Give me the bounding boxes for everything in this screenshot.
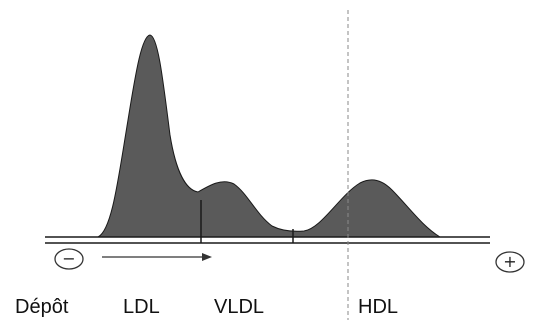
label-vldl: VLDL [214, 296, 264, 318]
negative-electrode-oval [54, 248, 84, 270]
label-depot: Dépôt [15, 296, 69, 318]
positive-electrode: + [495, 251, 525, 273]
negative-electrode-sign: − [62, 249, 75, 268]
label-ldl: LDL [123, 296, 160, 318]
densitometry-curve [97, 34, 442, 238]
negative-electrode: − [54, 248, 84, 270]
positive-electrode-sign: + [503, 252, 516, 271]
migration-arrow-head [202, 253, 212, 261]
label-hdl: HDL [358, 296, 398, 318]
positive-electrode-oval [495, 251, 525, 273]
